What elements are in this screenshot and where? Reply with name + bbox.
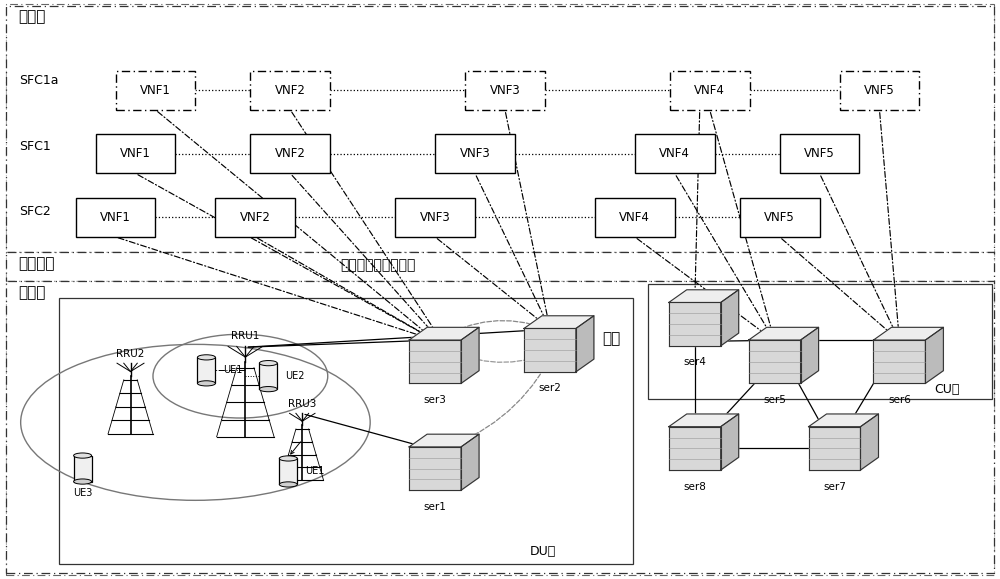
- Ellipse shape: [259, 361, 277, 366]
- Ellipse shape: [279, 482, 297, 487]
- Text: VNF5: VNF5: [764, 211, 795, 224]
- Polygon shape: [809, 414, 878, 427]
- Text: VNF4: VNF4: [694, 84, 725, 97]
- Text: 应用层: 应用层: [19, 9, 46, 24]
- FancyBboxPatch shape: [395, 197, 475, 237]
- Text: VNF5: VNF5: [864, 84, 895, 97]
- FancyBboxPatch shape: [435, 134, 515, 173]
- Polygon shape: [669, 302, 721, 346]
- Polygon shape: [576, 316, 594, 372]
- Text: ser6: ser6: [888, 395, 911, 405]
- Polygon shape: [801, 327, 819, 383]
- Ellipse shape: [279, 456, 297, 461]
- FancyBboxPatch shape: [635, 134, 715, 173]
- Polygon shape: [409, 434, 479, 447]
- Text: SFC2: SFC2: [19, 205, 50, 218]
- Text: RRU2: RRU2: [116, 349, 145, 359]
- Text: SFC1a: SFC1a: [19, 74, 58, 87]
- Text: ser5: ser5: [763, 395, 786, 405]
- Text: RRU1: RRU1: [231, 331, 260, 341]
- Ellipse shape: [197, 355, 215, 360]
- Polygon shape: [721, 414, 739, 470]
- FancyBboxPatch shape: [740, 197, 820, 237]
- Text: VNF3: VNF3: [420, 211, 450, 224]
- Text: VNF4: VNF4: [659, 147, 690, 160]
- Polygon shape: [669, 414, 739, 427]
- Bar: [6, 6, 994, 252]
- FancyBboxPatch shape: [96, 134, 175, 173]
- Text: VNF4: VNF4: [619, 211, 650, 224]
- Text: VNF2: VNF2: [240, 211, 271, 224]
- Text: VNF1: VNF1: [140, 84, 171, 97]
- Text: 资源管理、状态观测: 资源管理、状态观测: [340, 258, 416, 272]
- Text: VNF3: VNF3: [490, 84, 520, 97]
- Text: UE1: UE1: [223, 365, 243, 375]
- Bar: [197, 357, 215, 383]
- Polygon shape: [669, 290, 739, 302]
- Text: ser7: ser7: [823, 482, 846, 492]
- Text: UE3: UE3: [73, 489, 92, 499]
- FancyArrowPatch shape: [439, 344, 547, 362]
- Polygon shape: [925, 327, 943, 383]
- FancyBboxPatch shape: [595, 197, 675, 237]
- FancyBboxPatch shape: [250, 71, 330, 110]
- Bar: [279, 459, 297, 485]
- Polygon shape: [461, 327, 479, 383]
- Text: VNF1: VNF1: [100, 211, 131, 224]
- Bar: [6, 252, 994, 281]
- Text: ser3: ser3: [424, 395, 447, 405]
- Bar: [648, 284, 992, 400]
- Polygon shape: [524, 316, 594, 328]
- Text: DU池: DU池: [530, 545, 556, 558]
- Polygon shape: [524, 328, 576, 372]
- Text: 物理层: 物理层: [19, 285, 46, 300]
- Text: ser2: ser2: [538, 383, 561, 393]
- FancyBboxPatch shape: [840, 71, 919, 110]
- Polygon shape: [409, 340, 461, 383]
- Polygon shape: [873, 327, 943, 340]
- Polygon shape: [409, 447, 461, 490]
- Ellipse shape: [74, 479, 92, 484]
- Text: ser1: ser1: [424, 502, 447, 512]
- Polygon shape: [749, 327, 819, 340]
- FancyArrowPatch shape: [437, 321, 546, 340]
- Text: RRU3: RRU3: [288, 400, 316, 409]
- Text: 虚拟化层: 虚拟化层: [19, 256, 55, 271]
- Polygon shape: [669, 427, 721, 470]
- FancyBboxPatch shape: [780, 134, 859, 173]
- Polygon shape: [873, 340, 925, 383]
- Ellipse shape: [197, 381, 215, 386]
- Text: VNF2: VNF2: [275, 147, 306, 160]
- Text: VNF1: VNF1: [120, 147, 151, 160]
- Text: VNF3: VNF3: [460, 147, 490, 160]
- Text: ser8: ser8: [683, 482, 706, 492]
- Polygon shape: [461, 434, 479, 490]
- Bar: [6, 281, 994, 573]
- Polygon shape: [860, 414, 878, 470]
- Polygon shape: [749, 340, 801, 383]
- FancyBboxPatch shape: [116, 71, 195, 110]
- Bar: [259, 363, 277, 389]
- FancyBboxPatch shape: [670, 71, 750, 110]
- Text: UE2: UE2: [285, 371, 305, 381]
- Text: VNF5: VNF5: [804, 147, 835, 160]
- Text: 前传: 前传: [602, 331, 620, 346]
- Polygon shape: [809, 427, 860, 470]
- FancyBboxPatch shape: [76, 197, 155, 237]
- Text: ser4: ser4: [683, 357, 706, 367]
- FancyBboxPatch shape: [215, 197, 295, 237]
- Polygon shape: [409, 327, 479, 340]
- Bar: [59, 298, 633, 564]
- FancyBboxPatch shape: [250, 134, 330, 173]
- Text: SFC1: SFC1: [19, 140, 50, 153]
- Bar: [74, 456, 92, 482]
- Text: UE1: UE1: [305, 467, 325, 477]
- FancyBboxPatch shape: [465, 71, 545, 110]
- Text: VNF2: VNF2: [275, 84, 306, 97]
- Ellipse shape: [259, 387, 277, 392]
- FancyArrowPatch shape: [438, 362, 548, 450]
- Polygon shape: [721, 290, 739, 346]
- Text: CU池: CU池: [934, 383, 960, 397]
- Ellipse shape: [74, 453, 92, 458]
